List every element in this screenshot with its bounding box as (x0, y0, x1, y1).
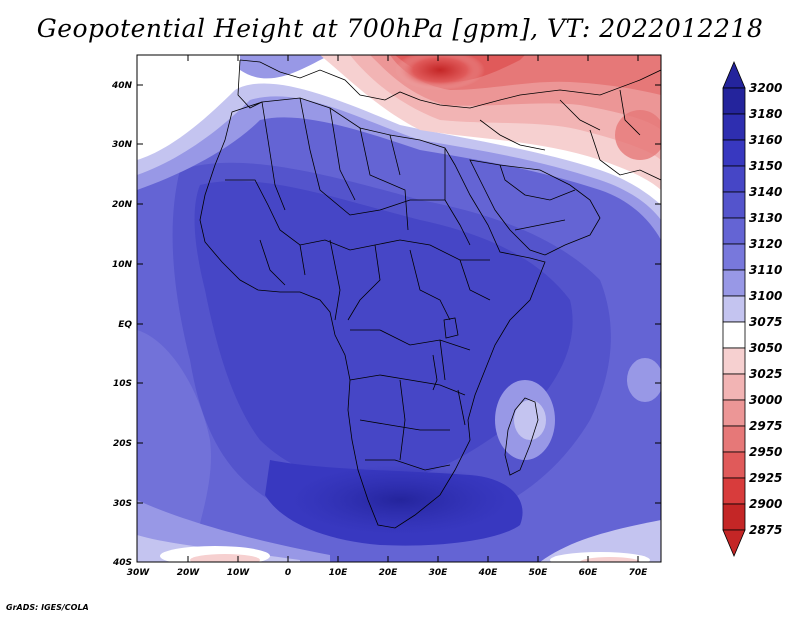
lat-label: EQ (118, 320, 132, 330)
colorbar-box (722, 217, 746, 245)
lon-label: 10E (329, 568, 349, 578)
lat-label: 20N (112, 200, 133, 210)
colorbar-box (722, 503, 746, 531)
colorbar-label: 2950 (749, 445, 782, 459)
credit-text: GrADS: IGES/COLA (6, 603, 89, 612)
colorbar-box (722, 191, 746, 219)
colorbar-box (722, 321, 746, 349)
colorbar-label: 2875 (749, 523, 782, 537)
colorbar-label: 3180 (749, 107, 782, 121)
colorbar-box (722, 269, 746, 297)
lat-label: 20S (113, 439, 132, 449)
lon-label: 20W (177, 568, 201, 578)
lon-ticks (187, 55, 639, 562)
colorbar-label: 2975 (749, 419, 782, 433)
colorbar-label: 3120 (749, 237, 782, 251)
lon-label: 70E (629, 568, 649, 578)
colorbar-box (722, 347, 746, 375)
colorbar-box (722, 425, 746, 453)
colorbar-box (722, 139, 746, 167)
colorbar-label: 3110 (749, 263, 782, 277)
lon-label: 30E (429, 568, 449, 578)
colorbar-label: 3100 (749, 289, 782, 303)
colorbar-label: 3130 (749, 211, 782, 225)
colorbar-label: 3160 (749, 133, 782, 147)
lon-label: 10W (227, 568, 251, 578)
colorbar-label: 3000 (749, 393, 782, 407)
colorbar-box (722, 87, 746, 115)
colorbar-box (722, 451, 746, 479)
lat-label: 40N (111, 81, 133, 91)
lat-label: 10S (113, 379, 132, 389)
lat-label: 10N (112, 260, 133, 270)
colorbar-label: 2925 (749, 471, 782, 485)
height-field (137, 55, 661, 562)
lat-label: 30S (113, 499, 132, 509)
colorbar-box (722, 243, 746, 271)
colorbar-box (722, 373, 746, 401)
coastlines (199, 59, 661, 529)
plot-frame (136, 54, 662, 563)
colorbar-label: 3050 (749, 341, 782, 355)
colorbar-arrow-top (722, 60, 746, 89)
colorbar-box (722, 165, 746, 193)
colorbar-label: 3075 (749, 315, 782, 329)
colorbar-box (722, 477, 746, 505)
lat-label: 30N (112, 140, 133, 150)
colorbar-label: 3140 (749, 185, 782, 199)
lat-label: 40S (112, 558, 132, 568)
lon-label: 30W (127, 568, 151, 578)
colorbar-box (722, 295, 746, 323)
colorbar-arrow-bottom (722, 529, 746, 558)
colorbar-label: 3025 (749, 367, 782, 381)
lon-label: 20E (379, 568, 399, 578)
colorbar-label: 2900 (749, 497, 782, 511)
lon-labels: 30W 20W 10W 0 10E 20E 30E 40E 50E 60E 70… (127, 568, 648, 578)
lon-label: 50E (529, 568, 549, 578)
colorbar: 3200 3180 3160 3150 3140 3130 3120 3110 3100 3075… (722, 60, 782, 558)
colorbar-label: 3150 (749, 159, 782, 173)
chart-title: Geopotential Height at 700hPa [gpm], VT:… (36, 14, 764, 43)
lon-label: 60E (579, 568, 599, 578)
lon-label: 40E (478, 568, 499, 578)
colorbar-box (722, 399, 746, 427)
lat-ticks (137, 84, 661, 504)
colorbar-label: 3200 (749, 81, 782, 95)
colorbar-box (722, 113, 746, 141)
lon-label: 0 (285, 568, 291, 578)
lat-labels: 40N 30N 20N 10N EQ 10S 20S 30S 40S (111, 81, 133, 568)
